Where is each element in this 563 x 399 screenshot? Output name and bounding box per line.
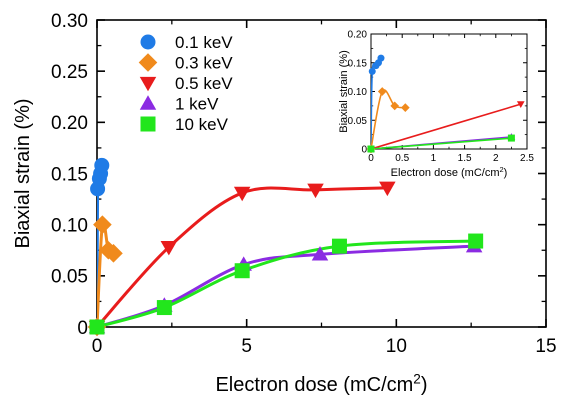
x-tick-label: 1	[431, 153, 437, 164]
data-point-1-1	[93, 215, 112, 234]
data-point-1-1	[377, 87, 387, 96]
data-point-0-4	[377, 54, 385, 62]
legend-marker-4	[140, 116, 156, 132]
y-tick-label: 0.20	[51, 113, 88, 134]
x-tick-label: 15	[535, 336, 556, 357]
x-tick-label: 1.5	[458, 153, 472, 164]
x-axis-label: Electron dose (mC/cm2)	[391, 165, 508, 179]
x-tick-label: 0	[368, 153, 374, 164]
y-tick-label: 0.25	[51, 62, 88, 83]
legend-label: 0.3 keV	[175, 54, 233, 73]
data-point-3-3	[311, 246, 329, 261]
series-line-1	[371, 89, 406, 149]
data-point-2-4	[379, 181, 396, 197]
data-point-0-1	[368, 67, 376, 75]
data-point-2-1	[516, 101, 525, 108]
legend-label: 10 keV	[175, 115, 229, 134]
x-tick-label: 0.5	[395, 153, 409, 164]
data-point-4-0	[367, 145, 375, 153]
y-tick-label: 0	[77, 318, 88, 339]
legend-marker-3	[139, 95, 157, 110]
series-line-2	[371, 103, 521, 149]
legend-marker-0	[140, 34, 156, 50]
x-tick-label: 10	[386, 336, 407, 357]
data-point-2-3	[307, 183, 324, 199]
data-point-4-0	[89, 319, 105, 335]
y-tick-label: 0.10	[51, 216, 88, 237]
data-point-1-2	[390, 101, 400, 111]
x-tick-label: 2.5	[520, 153, 534, 164]
y-axis-label: Biaxial strain (%)	[12, 98, 34, 248]
data-point-4-3	[331, 238, 347, 254]
series-markers	[366, 54, 525, 154]
y-tick-label: 0	[361, 145, 367, 156]
data-point-1-3	[104, 244, 123, 263]
x-tick-label: 0	[92, 336, 103, 357]
legend-label: 0.1 keV	[175, 33, 233, 52]
x-tick-label: 5	[241, 336, 252, 357]
y-tick-label: 0.10	[348, 87, 368, 98]
legend-marker-1	[138, 53, 158, 72]
y-tick-label: 0.30	[51, 11, 88, 32]
legend-label: 0.5 keV	[175, 74, 233, 93]
y-tick-label: 0.05	[51, 267, 88, 288]
plot-frame	[370, 33, 528, 150]
x-axis-label: Electron dose (mC/cm2)	[215, 371, 427, 396]
data-point-4-4	[468, 233, 484, 249]
x-tick-label: 2	[493, 153, 499, 164]
series-line-4	[371, 137, 512, 149]
data-point-2-1	[160, 240, 178, 256]
y-tick-label: 0.15	[51, 164, 88, 185]
y-axis-label: Biaxial strain (%)	[338, 50, 350, 133]
data-point-0-4	[94, 157, 110, 173]
legend-label: 1 keV	[175, 95, 219, 114]
data-point-4-2	[234, 263, 250, 279]
inset-chart: 0 0.05 0.10 0.15 0.20 0 0.5 1 1.5 2 2.5 Electron do…	[338, 30, 534, 179]
data-point-4-1	[507, 134, 515, 142]
data-point-4-1	[156, 300, 172, 316]
y-tick-label: 0.20	[348, 30, 368, 41]
series-markers	[87, 157, 484, 337]
y-tick-label: 0.15	[348, 58, 368, 69]
y-tick-label: 0.05	[348, 116, 368, 127]
legend-marker-2	[139, 76, 157, 92]
data-point-2-2	[233, 186, 251, 202]
data-point-1-3	[400, 103, 410, 112]
